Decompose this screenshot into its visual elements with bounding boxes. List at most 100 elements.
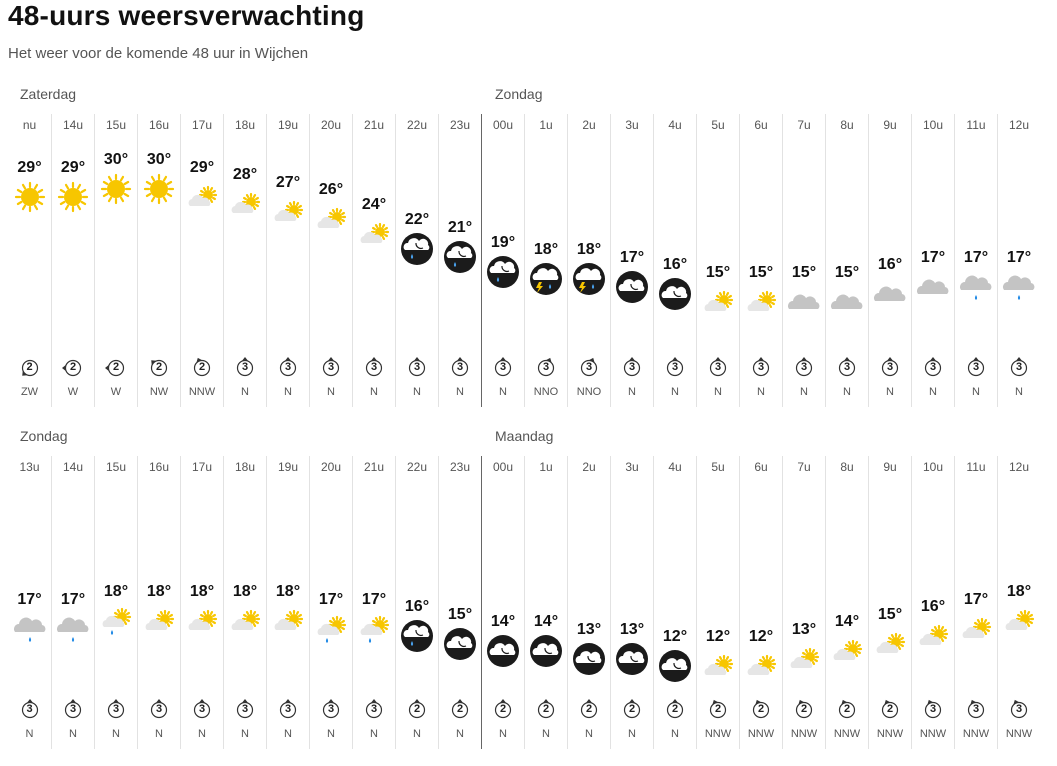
night-cloudy-icon	[443, 627, 477, 661]
hourly-grid: nu 29° 2 ZW 14u 29° 2 W 15u 30° 2 W 16u 30° 2 NW 17u 29° 2…	[8, 114, 1043, 407]
night-cloudy-icon	[529, 634, 563, 668]
temperature: 12°	[705, 628, 731, 645]
partly-cloudy-icon	[701, 285, 735, 319]
wind-force: 3	[327, 703, 335, 715]
temperature: 18°	[146, 583, 172, 600]
wind-direction-icon: 3	[319, 698, 343, 722]
temperature: 13°	[619, 621, 645, 638]
hour-column: 22u 22° 3 N	[395, 114, 438, 407]
forecast-block-1: Zaterdag Zondag nu 29° 2 ZW 14u 29° 2 W 15u 30° 2 W…	[8, 86, 1043, 407]
sun-icon	[142, 172, 176, 206]
wind-direction-icon: 2	[620, 698, 644, 722]
sun-icon	[13, 180, 47, 214]
night-cloudy-icon	[658, 277, 692, 311]
page-title: 48-uurs weersverwachting	[8, 0, 365, 31]
hour-column: 15u 18° 3 N	[94, 456, 137, 749]
temperature: 15°	[705, 264, 731, 281]
temperature: 15°	[447, 606, 473, 623]
wind-direction-label: N	[628, 728, 636, 740]
wind-force: 2	[843, 703, 851, 715]
wind-force: 3	[628, 361, 636, 373]
day-label: Zondag	[20, 428, 68, 444]
wind-direction-icon: 3	[405, 356, 429, 380]
hour-column: 1u 18° 3 NNO	[524, 114, 567, 407]
wind-direction-icon: 2	[577, 698, 601, 722]
hour-label: 16u	[148, 118, 170, 132]
wind-direction-label: N	[929, 386, 937, 398]
wind-force: 2	[800, 703, 808, 715]
wind-direction-label: N	[370, 386, 378, 398]
hour-label: 00u	[492, 460, 514, 474]
wind-force: 3	[843, 361, 851, 373]
wind-direction-icon: 3	[706, 356, 730, 380]
wind-force: 2	[628, 703, 636, 715]
hour-label: 18u	[234, 118, 256, 132]
wind-direction-label: NNW	[876, 728, 904, 740]
partly-cloudy-icon	[142, 604, 176, 638]
hour-column: nu 29° 2 ZW	[8, 114, 51, 407]
temperature: 14°	[834, 613, 860, 630]
wind-force: 2	[413, 703, 421, 715]
wind-direction-icon: 2	[61, 356, 85, 380]
temperature: 12°	[662, 628, 688, 645]
temperature: 17°	[1006, 249, 1032, 266]
wind-direction-label: NNW	[919, 728, 947, 740]
hour-label: 00u	[492, 118, 514, 132]
hour-column: 6u 12° 2 NNW	[739, 456, 782, 749]
temperature: 16°	[920, 598, 946, 615]
wind-direction-label: N	[542, 728, 550, 740]
wind-force: 3	[1015, 703, 1023, 715]
day-label: Maandag	[495, 428, 554, 444]
temperature: 19°	[490, 234, 516, 251]
wind-force: 2	[26, 361, 33, 373]
hour-label: 7u	[797, 460, 811, 474]
hour-label: 6u	[754, 118, 768, 132]
wind-force: 3	[671, 361, 679, 373]
wind-force: 2	[886, 703, 894, 715]
wind-force: 3	[886, 361, 894, 373]
wind-force: 3	[284, 703, 292, 715]
wind-force: 3	[198, 703, 206, 715]
temperature: 15°	[877, 606, 903, 623]
wind-direction-label: N	[25, 728, 34, 740]
wind-force: 2	[69, 361, 77, 373]
temperature: 17°	[963, 591, 989, 608]
wind-force: 3	[112, 703, 120, 715]
partly-cloudy-icon	[701, 649, 735, 683]
day-label: Zondag	[495, 86, 543, 102]
wind-direction-icon: 3	[1007, 698, 1031, 722]
temperature: 26°	[318, 181, 344, 198]
hour-label: 17u	[191, 118, 213, 132]
wind-force: 3	[284, 361, 292, 373]
partly-cloudy-rain-icon	[99, 604, 133, 638]
hour-label: 8u	[840, 118, 854, 132]
hour-column: 10u 16° 3 NNW	[911, 456, 954, 749]
partly-cloudy-icon	[271, 604, 305, 638]
wind-direction-icon: 3	[104, 698, 128, 722]
day-header-row: Zondag Maandag	[8, 428, 1043, 456]
wind-direction-icon: 3	[835, 356, 859, 380]
wind-direction-label: N	[198, 728, 206, 740]
temperature: 17°	[361, 591, 387, 608]
cloud-rain-icon	[56, 612, 90, 646]
page-subtitle: Het weer voor de komende 48 uur in Wijch…	[8, 45, 309, 62]
temperature: 13°	[791, 621, 817, 638]
night-cloudy-icon	[658, 649, 692, 683]
cloud-rain-icon	[959, 270, 993, 304]
hour-column: 2u 18° 3 NNO	[567, 114, 610, 407]
wind-direction-label: N	[671, 386, 679, 398]
wind-direction-icon: 2	[147, 356, 171, 380]
hour-column: 3u 17° 3 N	[610, 114, 653, 407]
wind-direction-icon: 3	[620, 356, 644, 380]
wind-force: 3	[972, 703, 980, 715]
wind-force: 3	[542, 361, 550, 373]
wind-direction-label: NNO	[533, 386, 559, 398]
night-rain-icon	[400, 232, 434, 266]
wind-direction-label: N	[714, 386, 722, 398]
temperature: 18°	[232, 583, 258, 600]
wind-direction-icon: 3	[190, 698, 214, 722]
temperature: 14°	[490, 613, 516, 630]
wind-direction-label: N	[241, 728, 249, 740]
wind-direction-icon: 3	[18, 698, 42, 722]
cloud-icon	[830, 285, 864, 319]
